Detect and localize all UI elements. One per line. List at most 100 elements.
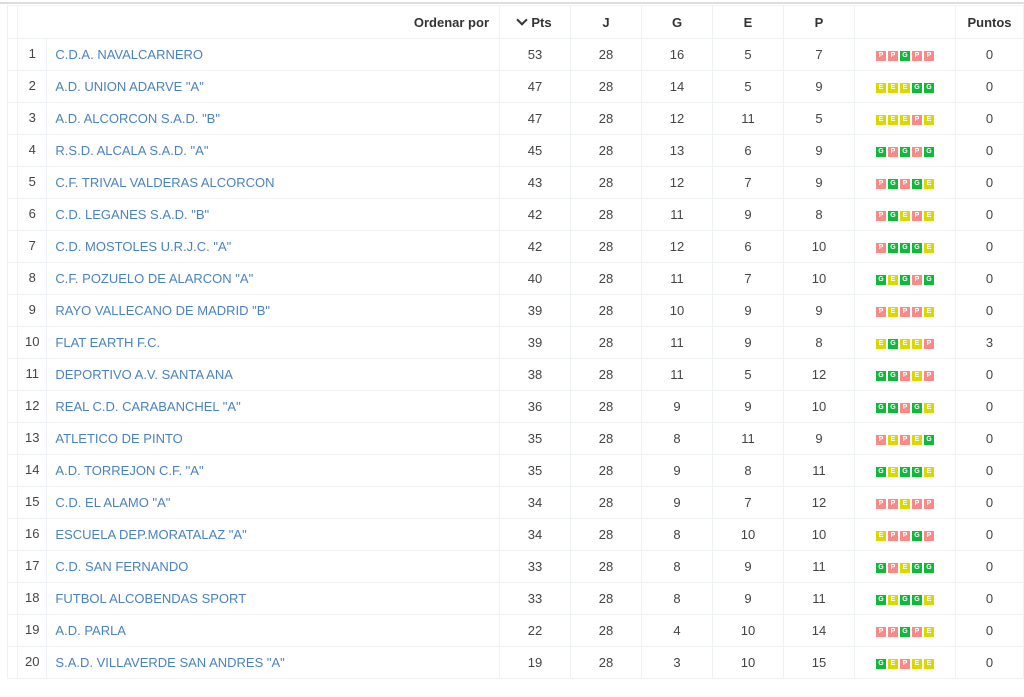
j-cell: 28 bbox=[570, 518, 642, 551]
spacer-cell bbox=[7, 166, 18, 199]
rank: 20 bbox=[16, 646, 48, 679]
form-badge-e: E bbox=[900, 114, 910, 125]
form-badge-g: G bbox=[876, 658, 886, 669]
form-badge-g: G bbox=[912, 530, 922, 541]
spacer-header bbox=[7, 5, 18, 39]
team-name-link[interactable]: DEPORTIVO A.V. SANTA ANA bbox=[46, 358, 500, 391]
p-cell: 12 bbox=[783, 486, 855, 519]
rank: 12 bbox=[16, 390, 48, 423]
team-name-link[interactable]: FLAT EARTH F.C. bbox=[46, 326, 500, 359]
team-name-link[interactable]: RAYO VALLECANO DE MADRID "B" bbox=[46, 294, 500, 327]
form-badge-p: P bbox=[912, 274, 922, 285]
table-row: 11 DEPORTIVO A.V. SANTA ANA 38 28 11 5 12 G G P E P… bbox=[7, 358, 1024, 391]
form-badge-p: P bbox=[888, 562, 898, 573]
j-header[interactable]: J bbox=[570, 5, 642, 39]
g-cell: 12 bbox=[641, 230, 713, 263]
form-badge-e: E bbox=[912, 434, 922, 445]
form-badge-e: E bbox=[924, 210, 934, 221]
form-badge-g: G bbox=[912, 466, 922, 477]
team-name-link[interactable]: A.D. UNION ADARVE "A" bbox=[46, 70, 500, 103]
form-badge-e: E bbox=[900, 498, 910, 509]
team-name-link[interactable]: FUTBOL ALCOBENDAS SPORT bbox=[46, 582, 500, 615]
spacer-cell bbox=[7, 102, 18, 135]
j-cell: 28 bbox=[570, 358, 642, 391]
form-badge-p: P bbox=[924, 530, 934, 541]
team-name-link[interactable]: C.D.A. NAVALCARNERO bbox=[46, 38, 500, 71]
team-name-link[interactable]: C.D. SAN FERNANDO bbox=[46, 550, 500, 583]
g-cell: 11 bbox=[641, 198, 713, 231]
table-row: 16 ESCUELA DEP.MORATALAZ "A" 34 28 8 10 10 E P P G… bbox=[7, 518, 1024, 551]
form-badge-p: P bbox=[900, 530, 910, 541]
p-cell: 9 bbox=[783, 70, 855, 103]
puntos-cell: 0 bbox=[955, 614, 1024, 647]
team-name-link[interactable]: A.D. PARLA bbox=[46, 614, 500, 647]
form-badge-p: P bbox=[900, 306, 910, 317]
e-cell: 9 bbox=[712, 582, 784, 615]
g-cell: 8 bbox=[641, 550, 713, 583]
team-name-link[interactable]: A.D. TORREJON C.F. "A" bbox=[46, 454, 500, 487]
team-name-link[interactable]: A.D. ALCORCON S.A.D. "B" bbox=[46, 102, 500, 135]
form-badge-e: E bbox=[900, 210, 910, 221]
team-name-link[interactable]: S.A.D. VILLAVERDE SAN ANDRES "A" bbox=[46, 646, 500, 679]
form-badge-p: P bbox=[924, 50, 934, 61]
p-cell: 14 bbox=[783, 614, 855, 647]
form-badge-e: E bbox=[924, 658, 934, 669]
form-badge-p: P bbox=[876, 626, 886, 637]
e-cell: 11 bbox=[712, 422, 784, 455]
table-row: 2 A.D. UNION ADARVE "A" 47 28 14 5 9 E E E G G 0 bbox=[7, 70, 1024, 103]
g-cell: 4 bbox=[641, 614, 713, 647]
team-name-link[interactable]: REAL C.D. CARABANCHEL "A" bbox=[46, 390, 500, 423]
team-name-link[interactable]: ATLETICO DE PINTO bbox=[46, 422, 500, 455]
form-badge-e: E bbox=[876, 114, 886, 125]
p-cell: 9 bbox=[783, 294, 855, 327]
g-cell: 9 bbox=[641, 486, 713, 519]
p-cell: 10 bbox=[783, 230, 855, 263]
e-cell: 10 bbox=[712, 614, 784, 647]
rank: 15 bbox=[16, 486, 48, 519]
form-badge-e: E bbox=[888, 306, 898, 317]
sort-pts-button[interactable]: Pts bbox=[499, 5, 571, 39]
chevron-down-icon bbox=[516, 13, 529, 26]
g-header[interactable]: G bbox=[641, 5, 713, 39]
g-cell: 11 bbox=[641, 326, 713, 359]
form-badge-p: P bbox=[924, 370, 934, 381]
rank: 3 bbox=[16, 102, 48, 135]
j-cell: 28 bbox=[570, 262, 642, 295]
j-cell: 28 bbox=[570, 294, 642, 327]
p-cell: 7 bbox=[783, 38, 855, 71]
team-name-link[interactable]: C.D. LEGANES S.A.D. "B" bbox=[46, 198, 500, 231]
j-cell: 28 bbox=[570, 646, 642, 679]
j-cell: 28 bbox=[570, 390, 642, 423]
e-header[interactable]: E bbox=[712, 5, 784, 39]
form-badge-e: E bbox=[912, 658, 922, 669]
team-name-link[interactable]: C.F. TRIVAL VALDERAS ALCORCON bbox=[46, 166, 500, 199]
form-badge-g: G bbox=[924, 562, 934, 573]
form-badge-p: P bbox=[900, 658, 910, 669]
team-name-link[interactable]: C.D. EL ALAMO "A" bbox=[46, 486, 500, 519]
p-header[interactable]: P bbox=[783, 5, 855, 39]
e-cell: 6 bbox=[712, 230, 784, 263]
team-name-link[interactable]: ESCUELA DEP.MORATALAZ "A" bbox=[46, 518, 500, 551]
form-badge-p: P bbox=[876, 50, 886, 61]
form-badge-e: E bbox=[888, 274, 898, 285]
team-name-link[interactable]: C.D. MOSTOLES U.R.J.C. "A" bbox=[46, 230, 500, 263]
team-name-link[interactable]: R.S.D. ALCALA S.A.D. "A" bbox=[46, 134, 500, 167]
pts-cell: 39 bbox=[499, 294, 571, 327]
form-badge-p: P bbox=[900, 370, 910, 381]
form-badge-e: E bbox=[924, 178, 934, 189]
puntos-header[interactable]: Puntos bbox=[955, 5, 1024, 39]
table-row: 12 REAL C.D. CARABANCHEL "A" 36 28 9 9 10 G G P G E… bbox=[7, 390, 1024, 423]
table-row: 5 C.F. TRIVAL VALDERAS ALCORCON 43 28 12 7 9 P G… bbox=[7, 166, 1024, 199]
form-badge-p: P bbox=[912, 626, 922, 637]
team-name-link[interactable]: C.F. POZUELO DE ALARCON "A" bbox=[46, 262, 500, 295]
form-badge-g: G bbox=[888, 338, 898, 349]
e-cell: 10 bbox=[712, 646, 784, 679]
spacer-cell bbox=[7, 198, 18, 231]
j-cell: 28 bbox=[570, 582, 642, 615]
pts-cell: 35 bbox=[499, 422, 571, 455]
puntos-cell: 0 bbox=[955, 550, 1024, 583]
